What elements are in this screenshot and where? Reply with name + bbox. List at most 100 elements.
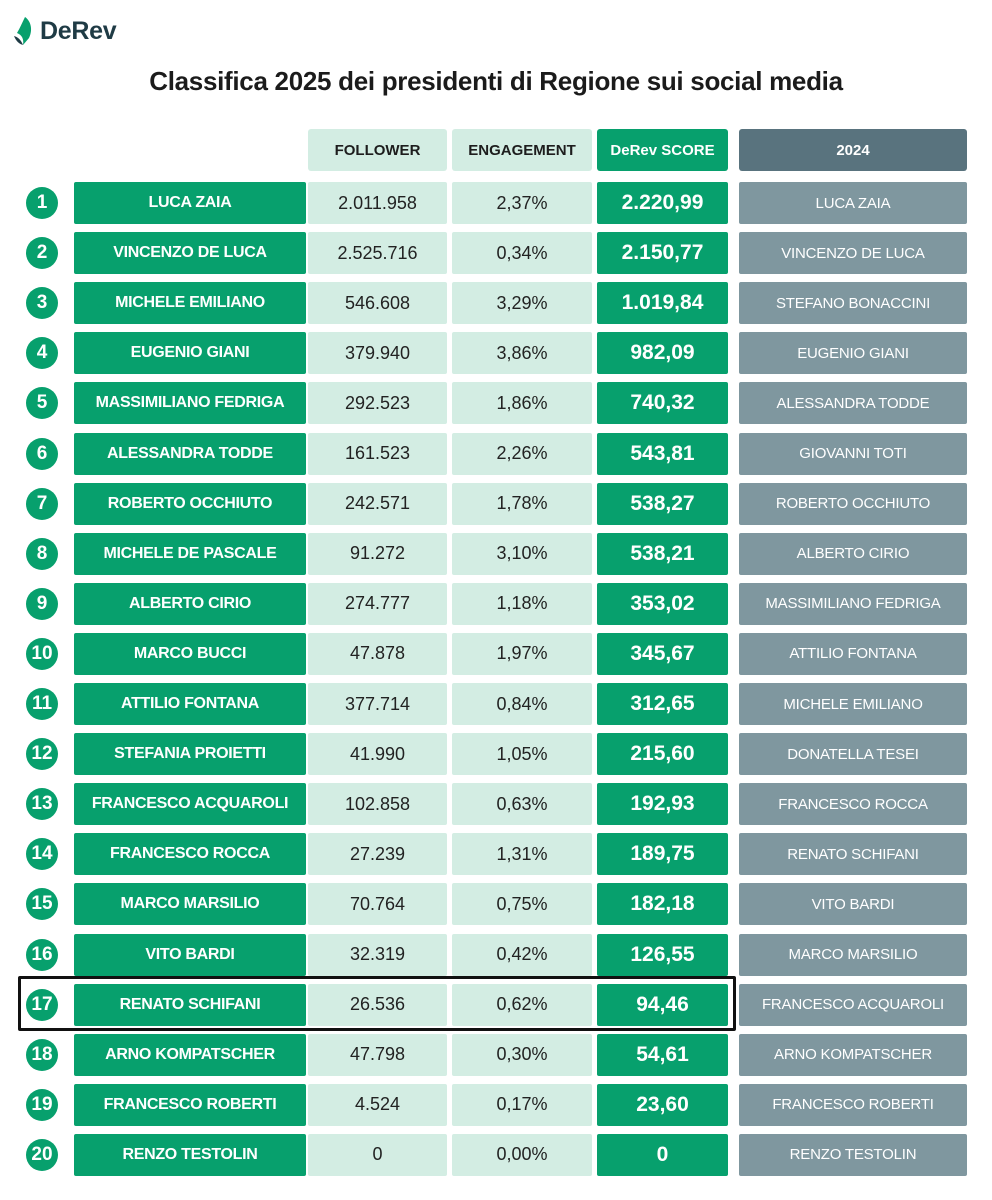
president-name: FRANCESCO ACQUAROLI <box>74 783 306 826</box>
follower-count: 2.011.958 <box>308 182 447 224</box>
table-row: 9 ALBERTO CIRIO 274.777 1,18% 353,02 MASSIMIL… <box>0 582 992 625</box>
table-row: 20 RENZO TESTOLIN 0 0,00% 0 RENZO TESTOLIN <box>0 1133 992 1176</box>
follower-count: 47.878 <box>308 632 447 675</box>
engagement-rate: 0,63% <box>452 783 592 826</box>
president-name: RENATO SCHIFANI <box>74 983 306 1026</box>
ranking-2024-name: DONATELLA TESEI <box>739 733 967 776</box>
ranking-2024-name: VITO BARDI <box>739 883 967 926</box>
rank-badge: 17 <box>26 988 58 1021</box>
engagement-rate: 0,34% <box>452 232 592 275</box>
rank-badge: 16 <box>26 938 58 971</box>
table-row: 17 RENATO SCHIFANI 26.536 0,62% 94,46 FRANCES… <box>0 983 992 1026</box>
ranking-2024-name: ROBERTO OCCHIUTO <box>739 482 967 525</box>
derev-score: 353,02 <box>597 582 728 625</box>
ranking-2024-name: FRANCESCO ROCCA <box>739 783 967 826</box>
engagement-rate: 1,78% <box>452 482 592 525</box>
follower-count: 0 <box>308 1133 447 1176</box>
engagement-rate: 1,97% <box>452 632 592 675</box>
derev-score: 192,93 <box>597 783 728 826</box>
ranking-2024-name: LUCA ZAIA <box>739 182 967 224</box>
derev-logo: DeRev <box>12 14 117 48</box>
derev-score: 740,32 <box>597 382 728 425</box>
derev-score: 189,75 <box>597 833 728 876</box>
rank-badge: 20 <box>26 1138 58 1171</box>
table-row: 16 VITO BARDI 32.319 0,42% 126,55 MARCO MARSI… <box>0 933 992 976</box>
follower-count: 47.798 <box>308 1033 447 1076</box>
header-score: DeRev SCORE <box>597 129 728 171</box>
follower-count: 32.319 <box>308 933 447 976</box>
follower-count: 26.536 <box>308 983 447 1026</box>
engagement-rate: 2,37% <box>452 182 592 224</box>
follower-count: 91.272 <box>308 532 447 575</box>
rank-badge: 15 <box>26 888 58 921</box>
ranking-2024-name: RENATO SCHIFANI <box>739 833 967 876</box>
president-name: FRANCESCO ROCCA <box>74 833 306 876</box>
president-name: ALESSANDRA TODDE <box>74 432 306 475</box>
follower-count: 41.990 <box>308 733 447 776</box>
derev-score: 2.220,99 <box>597 182 728 224</box>
president-name: STEFANIA PROIETTI <box>74 733 306 776</box>
derev-score: 0 <box>597 1133 728 1176</box>
table-row: 13 FRANCESCO ACQUAROLI 102.858 0,63% 192,93 F… <box>0 783 992 826</box>
follower-count: 379.940 <box>308 332 447 375</box>
derev-score: 215,60 <box>597 733 728 776</box>
rank-badge: 7 <box>26 487 58 520</box>
engagement-rate: 1,05% <box>452 733 592 776</box>
follower-count: 2.525.716 <box>308 232 447 275</box>
follower-count: 377.714 <box>308 683 447 725</box>
engagement-rate: 1,18% <box>452 582 592 625</box>
table-row: 1 LUCA ZAIA 2.011.958 2,37% 2.220,99 LUCA ZAI… <box>0 182 992 224</box>
president-name: LUCA ZAIA <box>74 182 306 224</box>
president-name: ALBERTO CIRIO <box>74 582 306 625</box>
follower-count: 546.608 <box>308 282 447 325</box>
ranking-2024-name: ALESSANDRA TODDE <box>739 382 967 425</box>
president-name: VITO BARDI <box>74 933 306 976</box>
table-row: 7 ROBERTO OCCHIUTO 242.571 1,78% 538,27 ROBER… <box>0 482 992 525</box>
president-name: VINCENZO DE LUCA <box>74 232 306 275</box>
rank-badge: 1 <box>26 187 58 219</box>
table-row: 10 MARCO BUCCI 47.878 1,97% 345,67 ATTILIO FO… <box>0 632 992 675</box>
rank-badge: 3 <box>26 287 58 320</box>
derev-score: 2.150,77 <box>597 232 728 275</box>
rank-badge: 4 <box>26 337 58 370</box>
follower-count: 27.239 <box>308 833 447 876</box>
rank-badge: 9 <box>26 587 58 620</box>
derev-score: 1.019,84 <box>597 282 728 325</box>
table-row: 15 MARCO MARSILIO 70.764 0,75% 182,18 VITO BA… <box>0 883 992 926</box>
ranking-2024-name: MASSIMILIANO FEDRIGA <box>739 582 967 625</box>
rank-badge: 18 <box>26 1038 58 1071</box>
follower-count: 292.523 <box>308 382 447 425</box>
table-row: 19 FRANCESCO ROBERTI 4.524 0,17% 23,60 FRANCE… <box>0 1083 992 1126</box>
table-row: 5 MASSIMILIANO FEDRIGA 292.523 1,86% 740,32 A… <box>0 382 992 425</box>
table-row: 8 MICHELE DE PASCALE 91.272 3,10% 538,21 ALBE… <box>0 532 992 575</box>
president-name: MICHELE EMILIANO <box>74 282 306 325</box>
president-name: ROBERTO OCCHIUTO <box>74 482 306 525</box>
ranking-2024-name: ARNO KOMPATSCHER <box>739 1033 967 1076</box>
derev-score: 538,27 <box>597 482 728 525</box>
ranking-2024-name: ATTILIO FONTANA <box>739 632 967 675</box>
follower-count: 102.858 <box>308 783 447 826</box>
ranking-2024-name: MICHELE EMILIANO <box>739 683 967 725</box>
derev-logo-icon <box>14 17 32 45</box>
derev-score: 982,09 <box>597 332 728 375</box>
table-row: 2 VINCENZO DE LUCA 2.525.716 0,34% 2.150,77 V… <box>0 232 992 275</box>
derev-score: 345,67 <box>597 632 728 675</box>
rank-badge: 13 <box>26 788 58 821</box>
engagement-rate: 0,42% <box>452 933 592 976</box>
table-row: 11 ATTILIO FONTANA 377.714 0,84% 312,65 MICHE… <box>0 683 992 725</box>
rank-badge: 5 <box>26 387 58 420</box>
logo-text: DeRev <box>40 16 117 45</box>
derev-score: 94,46 <box>597 983 728 1026</box>
follower-count: 70.764 <box>308 883 447 926</box>
engagement-rate: 3,86% <box>452 332 592 375</box>
follower-count: 4.524 <box>308 1083 447 1126</box>
header-engagement: ENGAGEMENT <box>452 129 592 171</box>
engagement-rate: 1,31% <box>452 833 592 876</box>
ranking-2024-name: GIOVANNI TOTI <box>739 432 967 475</box>
ranking-2024-name: FRANCESCO ROBERTI <box>739 1083 967 1126</box>
table-row: 12 STEFANIA PROIETTI 41.990 1,05% 215,60 DONA… <box>0 733 992 776</box>
derev-score: 538,21 <box>597 532 728 575</box>
president-name: MICHELE DE PASCALE <box>74 532 306 575</box>
follower-count: 242.571 <box>308 482 447 525</box>
derev-score: 312,65 <box>597 683 728 725</box>
